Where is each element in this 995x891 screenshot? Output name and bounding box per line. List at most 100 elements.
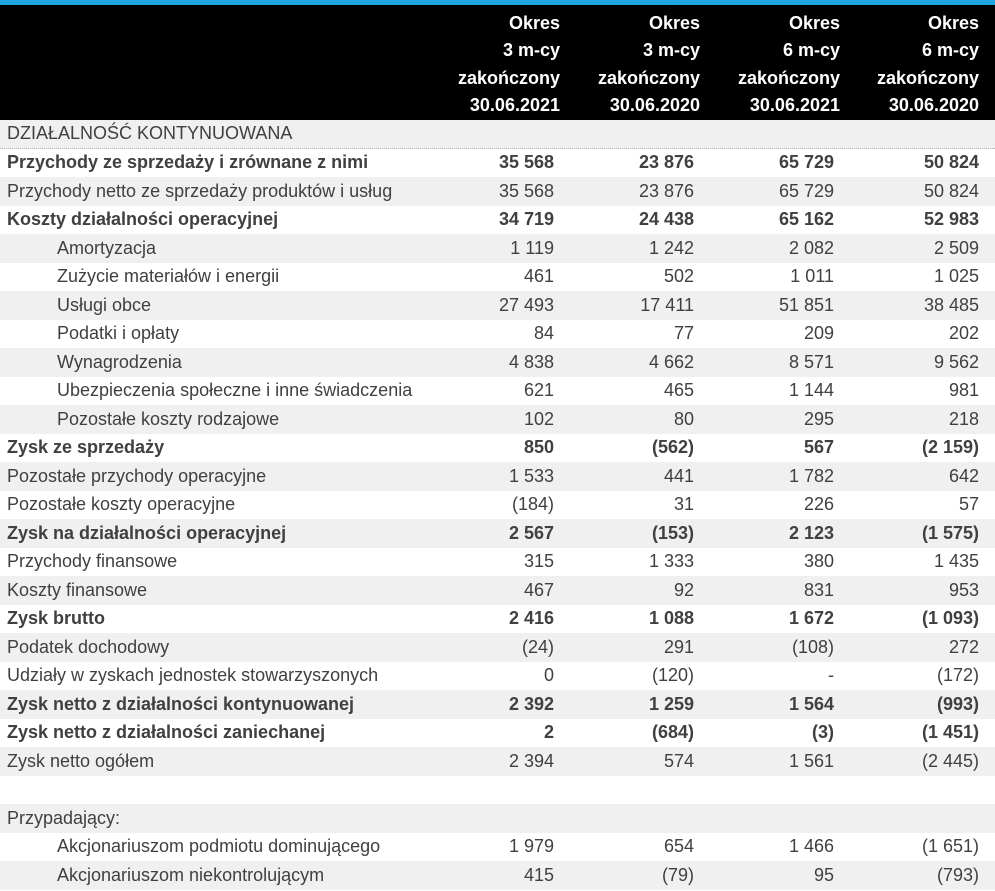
cell-value: 1 533 (508, 465, 554, 486)
cell-value: 502 (663, 266, 694, 287)
cell-value: 65 162 (778, 209, 834, 230)
cell-value: 415 (523, 864, 554, 885)
cell-value: 1 259 (648, 693, 694, 714)
row-label: Przypadający: (7, 807, 121, 828)
cell-value: 202 (948, 323, 979, 344)
cell-value: 1 782 (788, 465, 834, 486)
header-period-col-2: Okres 3 m-cy zakończony 30.06.2020 (597, 13, 700, 116)
cell-value: 1 025 (933, 266, 979, 287)
cell-value: 218 (948, 408, 979, 429)
cell-value: 1 088 (648, 608, 694, 629)
table-row: Podatek dochodowy (24) 291 (108) 272 (0, 633, 995, 662)
cell-value: (793) (936, 864, 979, 885)
cell-value: 52 983 (923, 209, 979, 230)
cell-value: 102 (523, 408, 554, 429)
row-label: Zysk netto z działalności kontynuowanej (7, 693, 355, 714)
cell-value: (108) (791, 636, 834, 657)
table-row: Pozostałe koszty operacyjne (184) 31 226 57 (0, 491, 995, 520)
table-row: Zysk netto z działalności zaniechanej 2 (6… (0, 719, 995, 748)
cell-value: 24 438 (638, 209, 694, 230)
cell-value: 2 (543, 722, 554, 743)
table-row: Zysk netto z działalności kontynuowanej 2… (0, 690, 995, 719)
cell-value: 2 392 (508, 693, 554, 714)
cell-value: (120) (651, 665, 694, 686)
row-label: Przychody finansowe (7, 551, 178, 572)
table-row: Udziały w zyskach jednostek stowarzyszon… (0, 662, 995, 691)
cell-value: 50 824 (923, 152, 979, 173)
table-section-row: Przypadający: (0, 804, 995, 833)
cell-value: (79) (661, 864, 694, 885)
cell-value: 0 (543, 665, 554, 686)
cell-value: 38 485 (923, 294, 979, 315)
cell-value: 95 (813, 864, 834, 885)
cell-value: 1 564 (788, 693, 834, 714)
cell-value: 23 876 (638, 180, 694, 201)
cell-value: 8 571 (788, 351, 834, 372)
cell-value: 209 (803, 323, 834, 344)
cell-value: 1 466 (788, 836, 834, 857)
cell-value: 77 (673, 323, 694, 344)
cell-value: 621 (523, 380, 554, 401)
cell-value: 80 (673, 408, 694, 429)
cell-value: 1 011 (790, 266, 834, 287)
row-label: Zysk netto ogółem (7, 750, 155, 771)
cell-value: 4 838 (508, 351, 554, 372)
cell-value: (1 451) (921, 722, 979, 743)
table-row: Koszty finansowe 467 92 831 953 (0, 576, 995, 605)
row-label: Zużycie materiałów i energii (57, 266, 280, 287)
cell-value: 23 876 (638, 152, 694, 173)
row-label: DZIAŁALNOŚĆ KONTYNUOWANA (7, 123, 293, 144)
header-period-col-3: Okres 6 m-cy zakończony 30.06.2021 (737, 13, 840, 116)
row-label: Przychody ze sprzedaży i zrównane z nimi (7, 152, 369, 173)
table-row: Wynagrodzenia 4 838 4 662 8 571 9 562 (0, 348, 995, 377)
table-row: Akcjonariuszom podmiotu dominującego 1 97… (0, 833, 995, 862)
cell-value: 295 (803, 408, 834, 429)
cell-value: (172) (936, 665, 979, 686)
cell-value: 441 (663, 465, 694, 486)
cell-value: 65 729 (778, 152, 834, 173)
cell-value: (562) (651, 437, 694, 458)
cell-value: 9 562 (933, 351, 979, 372)
cell-value: 831 (803, 579, 834, 600)
row-label: Zysk na działalności operacyjnej (7, 522, 287, 543)
table-row: Zysk ze sprzedaży 850 (562) 567 (2 159) (0, 434, 995, 463)
cell-value: 654 (663, 836, 694, 857)
cell-value: - (828, 665, 834, 686)
row-label: Pozostałe koszty operacyjne (7, 494, 236, 515)
row-label: Akcjonariuszom niekontrolującym (57, 864, 325, 885)
cell-value: 981 (948, 380, 979, 401)
cell-value: 65 729 (778, 180, 834, 201)
cell-value: 467 (523, 579, 554, 600)
row-label: Podatek dochodowy (7, 636, 170, 657)
table-row: Podatki i opłaty 84 77 209 202 (0, 320, 995, 349)
cell-value: 642 (948, 465, 979, 486)
table-row: Zysk netto ogółem 2 394 574 1 561 (2 445) (0, 747, 995, 776)
cell-value: (24) (521, 636, 554, 657)
table-row: Przychody finansowe 315 1 333 380 1 435 (0, 548, 995, 577)
row-label: Pozostałe koszty rodzajowe (57, 408, 280, 429)
cell-value: 2 394 (508, 750, 554, 771)
cell-value: 272 (948, 636, 979, 657)
row-label: Wynagrodzenia (57, 351, 182, 372)
cell-value: 2 567 (508, 522, 554, 543)
table-row: Zużycie materiałów i energii 461 502 1 011 1… (0, 263, 995, 292)
header-spacer (0, 10, 420, 120)
table-row: Koszty działalności operacyjnej 34 719 24 … (0, 206, 995, 235)
cell-value: 84 (533, 323, 554, 344)
row-label: Udziały w zyskach jednostek stowarzyszon… (7, 665, 379, 686)
table-body: DZIAŁALNOŚĆ KONTYNUOWANA Przychody ze spr… (0, 120, 995, 890)
table-row: Przychody ze sprzedaży i zrównane z nimi… (0, 149, 995, 178)
cell-value: 567 (803, 437, 834, 458)
cell-value: (3) (812, 722, 834, 743)
cell-value: (684) (651, 722, 694, 743)
cell-value: (1 093) (921, 608, 979, 629)
cell-value: 953 (948, 579, 979, 600)
table-header-row: Okres 3 m-cy zakończony 30.06.2021 Okres 3 m-… (0, 5, 995, 120)
cell-value: 380 (803, 551, 834, 572)
cell-value: 51 851 (778, 294, 834, 315)
table-row: Pozostałe koszty rodzajowe 102 80 295 218 (0, 405, 995, 434)
cell-value: 35 568 (498, 180, 554, 201)
table-row: Przychody netto ze sprzedaży produktów i… (0, 177, 995, 206)
row-label: Koszty finansowe (7, 579, 148, 600)
